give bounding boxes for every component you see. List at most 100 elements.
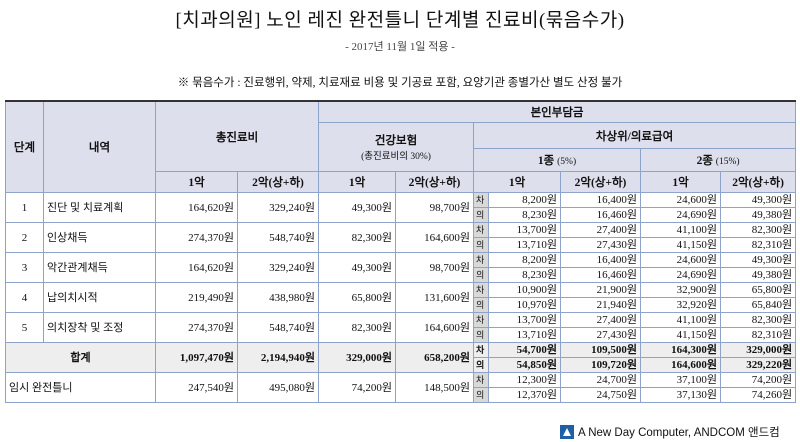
total-fee: 548,740원: [236, 312, 320, 343]
row: 5 의치장착 및 조정 274,370원 548,740원 82,300원 164,600…: [5, 312, 797, 343]
total-fee: 329,240원: [236, 252, 320, 283]
low-income-fee: 82,300원: [720, 312, 797, 328]
item-header: 내역: [43, 100, 156, 193]
low-income-fee: 12,370원: [488, 387, 562, 403]
nhi-fee: 65,800원: [318, 282, 397, 313]
nhi-fee: 49,300원: [318, 192, 397, 223]
nhi-fee: 49,300원: [318, 252, 397, 283]
low-income-fee: 74,260원: [720, 387, 797, 403]
low-income-fee: 82,310원: [720, 327, 797, 343]
low-income-fee: 164,600원: [640, 357, 722, 373]
footer: A New Day Computer, ANDCOM 앤드컴: [560, 424, 780, 440]
kind: 의: [473, 237, 490, 253]
nhi-fee: 82,300원: [318, 312, 397, 343]
row: 3 악간관계채득 164,620원 329,240원 49,300원 98,700원 차 8,…: [5, 252, 797, 283]
row: 의 8,230원 16,460원 24,690원 49,380원: [6, 267, 797, 283]
row: 1 진단 및 치료계획 164,620원 329,240원 49,300원 98,700원…: [5, 192, 797, 223]
nhi-note: (총진료비의 30%): [361, 152, 431, 162]
row: 의 8,230원 16,460원 24,690원 49,380원: [6, 207, 797, 223]
low-income-fee: 109,720원: [560, 357, 642, 373]
total-fee: 164,620원: [155, 252, 238, 283]
low-income-fee: 8,230원: [488, 207, 562, 223]
low-income-fee: 32,920원: [640, 297, 722, 313]
low-income-fee: 12,300원: [488, 372, 562, 388]
total-fee: 274,370원: [155, 222, 238, 253]
item: 임시 완전틀니: [5, 372, 156, 403]
low-income-fee: 16,400원: [560, 192, 642, 208]
low-income-fee: 24,690원: [640, 207, 722, 223]
low-income-fee: 164,300원: [640, 342, 722, 358]
sub-header: 1악: [318, 171, 397, 193]
logo: [560, 425, 574, 439]
item: 합계: [5, 342, 156, 373]
kind: 차: [473, 282, 490, 298]
low-income-fee: 16,460원: [560, 267, 642, 283]
nhi-fee: 658,200원: [395, 342, 475, 373]
total-fee: 274,370원: [155, 312, 238, 343]
item: 의치장착 및 조정: [43, 312, 156, 343]
kind: 의: [473, 297, 490, 313]
low-income-fee: 49,380원: [720, 207, 797, 223]
row: 의 13,710원 27,430원 41,150원 82,310원: [6, 327, 797, 343]
total-fee: 247,540원: [155, 372, 238, 403]
sub-header: 1악: [155, 171, 238, 193]
low-income-fee: 109,500원: [560, 342, 642, 358]
sub-header: 2악(상+하): [395, 171, 475, 193]
low-income-fee: 54,850원: [488, 357, 562, 373]
kind: 차: [473, 372, 490, 388]
kind: 차: [473, 312, 490, 328]
item: 악간관계채득: [43, 252, 156, 283]
low-income-fee: 10,970원: [488, 297, 562, 313]
row: 4 납의치시적 219,490원 438,980원 65,800원 131,600원 차 10…: [5, 282, 797, 313]
low-income-fee: 24,750원: [560, 387, 642, 403]
stage: 4: [5, 282, 44, 313]
stage-header: 단계: [5, 100, 44, 193]
low-income-fee: 27,400원: [560, 222, 642, 238]
kind: 의: [473, 357, 490, 373]
low-income-fee: 82,310원: [720, 237, 797, 253]
low-income-fee: 41,150원: [640, 237, 722, 253]
low-income-fee: 24,700원: [560, 372, 642, 388]
nhi-label: 건강보험: [374, 135, 418, 147]
stage: 2: [5, 222, 44, 253]
low-income-fee: 65,840원: [720, 297, 797, 313]
row: 2 인상채득 274,370원 548,740원 82,300원 164,600원 차 13,…: [5, 222, 797, 253]
low-income-fee: 49,380원: [720, 267, 797, 283]
row: 의 10,970원 21,940원 32,920원 65,840원: [6, 297, 797, 313]
low-income-fee: 37,130원: [640, 387, 722, 403]
kind: 의: [473, 327, 490, 343]
type1-label: 1종: [537, 155, 555, 167]
low-income-fee: 37,100원: [640, 372, 722, 388]
total-fee: 2,194,940원: [236, 342, 320, 373]
low-income-fee: 21,940원: [560, 297, 642, 313]
brand: A New Day Computer, ANDCOM 앤드컴: [578, 427, 780, 439]
total-fee: 219,490원: [155, 282, 238, 313]
kind: 차: [473, 222, 490, 238]
row: 의 54,850원 109,720원 164,600원 329,220원: [6, 357, 797, 373]
low-income-fee: 27,400원: [560, 312, 642, 328]
total-header: 총진료비: [154, 100, 320, 172]
low-income-fee: 16,400원: [560, 252, 642, 268]
low-income-fee: 10,900원: [488, 282, 562, 298]
total-fee: 548,740원: [236, 222, 320, 253]
low-income-fee: 24,600원: [640, 252, 722, 268]
low-income-fee: 27,430원: [560, 237, 642, 253]
low-income-fee: 24,690원: [640, 267, 722, 283]
fee-table: 단계 내역 총진료비 본인부담금 건강보험 (총진료비의 30%) 차상위/의료급…: [5, 100, 797, 403]
total-fee: 329,240원: [236, 192, 320, 223]
low-income-fee: 8,230원: [488, 267, 562, 283]
nhi-fee: 98,700원: [395, 252, 475, 283]
low-income-fee: 16,460원: [560, 207, 642, 223]
copay-header: 본인부담금: [318, 100, 797, 123]
type1-rate: (5%): [557, 157, 577, 167]
low-income-fee: 13,700원: [488, 222, 562, 238]
sub-header: 2악(상+하): [720, 171, 797, 193]
item: 진단 및 치료계획: [43, 192, 156, 223]
low-income-fee: 74,200원: [720, 372, 797, 388]
note: ※ 묶음수가 : 진료행위, 약제, 치료재료 비용 및 기공료 포함, 요양기…: [177, 77, 623, 89]
sub-header: 2악(상+하): [236, 171, 320, 193]
low-income-fee: 27,430원: [560, 327, 642, 343]
low-income-fee: 8,200원: [488, 192, 562, 208]
kind: 차: [473, 192, 490, 208]
